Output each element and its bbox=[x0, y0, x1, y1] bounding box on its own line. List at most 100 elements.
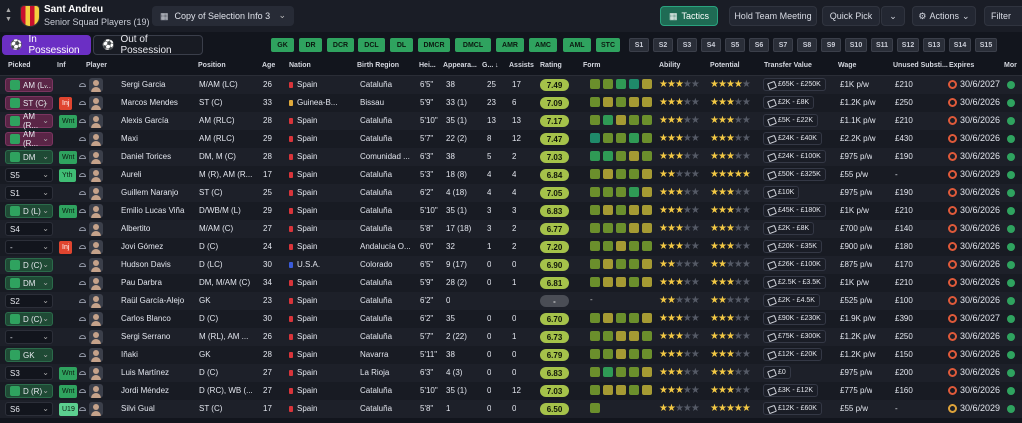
position-chip-amr[interactable]: AMR bbox=[496, 38, 524, 52]
player-name[interactable]: Aureli bbox=[121, 170, 142, 179]
table-row[interactable]: AM (L... ⌄ Sergi Garcia M/AM (LC) 26 Spain Cat… bbox=[0, 76, 1022, 94]
player-name[interactable]: Iñaki bbox=[121, 350, 138, 359]
picked-select[interactable]: AM (L... ⌄ bbox=[5, 78, 53, 92]
position-chip-dmcr[interactable]: DMCR bbox=[418, 38, 450, 52]
player-name[interactable]: Guillem Naranjo bbox=[121, 188, 179, 197]
slot-chip-s12[interactable]: S12 bbox=[897, 38, 919, 52]
more-indicator-icon[interactable] bbox=[1007, 171, 1015, 179]
table-row[interactable]: S4 ⌄ Albertito M/AM (C) 27 Spain Cataluña 5'8" 1… bbox=[0, 220, 1022, 238]
col-expires[interactable]: Expires bbox=[949, 62, 975, 69]
player-name[interactable]: Luis Martínez bbox=[121, 368, 170, 377]
table-row[interactable]: GK ⌄ Iñaki GK 28 Spain Navarra 5'11" 38 0 0 6.79 ★★★… bbox=[0, 346, 1022, 364]
picked-select[interactable]: - ⌄ bbox=[5, 330, 53, 344]
picked-select[interactable]: S2 ⌄ bbox=[5, 294, 53, 308]
table-row[interactable]: AM (R... ⌄ Wnt Alexis García AM (RLC) 28 Spain… bbox=[0, 112, 1022, 130]
table-row[interactable]: D (L) ⌄ Wnt Emilio Lucas Viña D/WB/M (L) 29 Sp… bbox=[0, 202, 1022, 220]
col-more[interactable]: Mor bbox=[1004, 62, 1017, 69]
player-name[interactable]: Jordi Méndez bbox=[121, 386, 170, 395]
more-indicator-icon[interactable] bbox=[1007, 387, 1015, 395]
table-row[interactable]: S5 ⌄ Yth Aureli M (R), AM (R... 17 Spain Catalu… bbox=[0, 166, 1022, 184]
picked-select[interactable]: AM (R... ⌄ bbox=[5, 112, 53, 130]
more-indicator-icon[interactable] bbox=[1007, 261, 1015, 269]
position-chip-amc[interactable]: AMC bbox=[529, 38, 557, 52]
table-row[interactable]: S3 ⌄ Wnt Luis Martínez D (C) 27 Spain La Rioja 6… bbox=[0, 364, 1022, 382]
slot-chip-s4[interactable]: S4 bbox=[701, 38, 721, 52]
slot-chip-s14[interactable]: S14 bbox=[949, 38, 971, 52]
picked-select[interactable]: S3 ⌄ bbox=[5, 366, 53, 380]
slot-chip-s8[interactable]: S8 bbox=[797, 38, 817, 52]
position-chip-dcl[interactable]: DCL bbox=[358, 38, 385, 52]
player-name[interactable]: Albertito bbox=[121, 224, 151, 233]
more-indicator-icon[interactable] bbox=[1007, 225, 1015, 233]
slot-chip-s3[interactable]: S3 bbox=[677, 38, 697, 52]
more-indicator-icon[interactable] bbox=[1007, 207, 1015, 215]
quick-pick-dropdown[interactable]: ⌄ bbox=[881, 6, 905, 26]
player-name[interactable]: Maxi bbox=[121, 134, 138, 143]
player-name[interactable]: Emilio Lucas Viña bbox=[121, 206, 185, 215]
slot-chip-s2[interactable]: S2 bbox=[653, 38, 673, 52]
picked-select[interactable]: D (R) ⌄ bbox=[5, 384, 53, 398]
table-row[interactable]: - ⌄ Sergi Serrano M (RL), AM ... 26 Spain Cata… bbox=[0, 328, 1022, 346]
slot-chip-s6[interactable]: S6 bbox=[749, 38, 769, 52]
slot-chip-s7[interactable]: S7 bbox=[773, 38, 793, 52]
col-appearances[interactable]: Appeara... bbox=[443, 62, 477, 69]
slot-chip-s1[interactable]: S1 bbox=[629, 38, 649, 52]
tab-in-possession[interactable]: ⚽ In Possession bbox=[2, 34, 91, 56]
more-indicator-icon[interactable] bbox=[1007, 297, 1015, 305]
table-row[interactable]: ST (C) ⌄ Inj Marcos Mendes ST (C) 33 Guinea-B.… bbox=[0, 94, 1022, 112]
position-chip-dr[interactable]: DR bbox=[299, 38, 322, 52]
picked-select[interactable]: S6 ⌄ bbox=[5, 402, 53, 416]
actions-button[interactable]: ⚙ Actions ⌄ bbox=[912, 6, 976, 26]
col-wage[interactable]: Wage bbox=[838, 62, 857, 69]
table-row[interactable]: S2 ⌄ Raül García-Alejo GK 23 Spain Cataluña 6'2… bbox=[0, 292, 1022, 310]
picked-select[interactable]: ST (C) ⌄ bbox=[5, 96, 53, 110]
col-player[interactable]: Player bbox=[86, 62, 108, 69]
slot-chip-s10[interactable]: S10 bbox=[845, 38, 867, 52]
tactics-button[interactable]: ▦ Tactics bbox=[660, 6, 718, 26]
slot-chip-s9[interactable]: S9 bbox=[821, 38, 841, 52]
table-row[interactable]: AM (R... ⌄ Maxi AM (RLC) 29 Spain Cataluña 5'7"… bbox=[0, 130, 1022, 148]
picked-select[interactable]: S1 ⌄ bbox=[5, 186, 53, 200]
more-indicator-icon[interactable] bbox=[1007, 135, 1015, 143]
table-row[interactable]: DM ⌄ Wnt Daniel Torices DM, M (C) 28 Spain Comu… bbox=[0, 148, 1022, 166]
filter-button[interactable]: Filter bbox=[984, 6, 1022, 26]
picked-select[interactable]: S5 ⌄ bbox=[5, 168, 53, 182]
squad-selector[interactable]: Senior Squad Players (19) bbox=[44, 17, 150, 27]
view-selector[interactable]: ▦ Copy of Selection Info 3 ⌄ bbox=[152, 6, 294, 26]
col-birth-region[interactable]: Birth Region bbox=[357, 62, 399, 69]
more-indicator-icon[interactable] bbox=[1007, 99, 1015, 107]
more-indicator-icon[interactable] bbox=[1007, 243, 1015, 251]
col-transfer-value[interactable]: Transfer Value bbox=[764, 62, 812, 69]
player-name[interactable]: Raül García-Alejo bbox=[121, 296, 185, 305]
col-age[interactable]: Age bbox=[262, 62, 276, 69]
more-indicator-icon[interactable] bbox=[1007, 81, 1015, 89]
table-row[interactable]: D (R) ⌄ Wnt Jordi Méndez D (RC), WB (... 27 Sp… bbox=[0, 382, 1022, 400]
player-name[interactable]: Pau Darbra bbox=[121, 278, 162, 287]
more-indicator-icon[interactable] bbox=[1007, 117, 1015, 125]
player-name[interactable]: Alexis García bbox=[121, 116, 169, 125]
col-goals[interactable]: G... bbox=[482, 62, 494, 69]
player-name[interactable]: Marcos Mendes bbox=[121, 98, 178, 107]
player-name[interactable]: Sergi Serrano bbox=[121, 332, 171, 341]
picked-select[interactable]: D (L) ⌄ bbox=[5, 204, 53, 218]
table-row[interactable]: D (C) ⌄ Carlos Blanco D (C) 30 Spain Cataluña 6… bbox=[0, 310, 1022, 328]
col-position[interactable]: Position bbox=[198, 62, 226, 69]
more-indicator-icon[interactable] bbox=[1007, 333, 1015, 341]
player-name[interactable]: Hudson Davis bbox=[121, 260, 171, 269]
player-name[interactable]: Jovi Gómez bbox=[121, 242, 164, 251]
picked-select[interactable]: D (C) ⌄ bbox=[5, 312, 53, 326]
table-row[interactable]: S1 ⌄ Guillem Naranjo ST (C) 25 Spain Cataluña 6… bbox=[0, 184, 1022, 202]
picked-select[interactable]: GK ⌄ bbox=[5, 348, 53, 362]
sort-desc-icon[interactable]: ↓ bbox=[495, 62, 499, 69]
player-name[interactable]: Sergi Garcia bbox=[121, 80, 166, 89]
table-row[interactable]: S6 ⌄ U19 Silvi Gual ST (C) 17 Spain Cataluña 5'8… bbox=[0, 400, 1022, 418]
more-indicator-icon[interactable] bbox=[1007, 279, 1015, 287]
col-inf[interactable]: Inf bbox=[57, 62, 66, 69]
col-unused-subs[interactable]: Unused Substi... bbox=[893, 62, 948, 69]
more-indicator-icon[interactable] bbox=[1007, 369, 1015, 377]
table-row[interactable]: - ⌄ Inj Jovi Gómez D (C) 24 Spain Andalucía O..… bbox=[0, 238, 1022, 256]
quick-pick-button[interactable]: Quick Pick bbox=[822, 6, 880, 26]
more-indicator-icon[interactable] bbox=[1007, 315, 1015, 323]
position-chip-dl[interactable]: DL bbox=[390, 38, 413, 52]
col-picked[interactable]: Picked bbox=[8, 62, 31, 69]
